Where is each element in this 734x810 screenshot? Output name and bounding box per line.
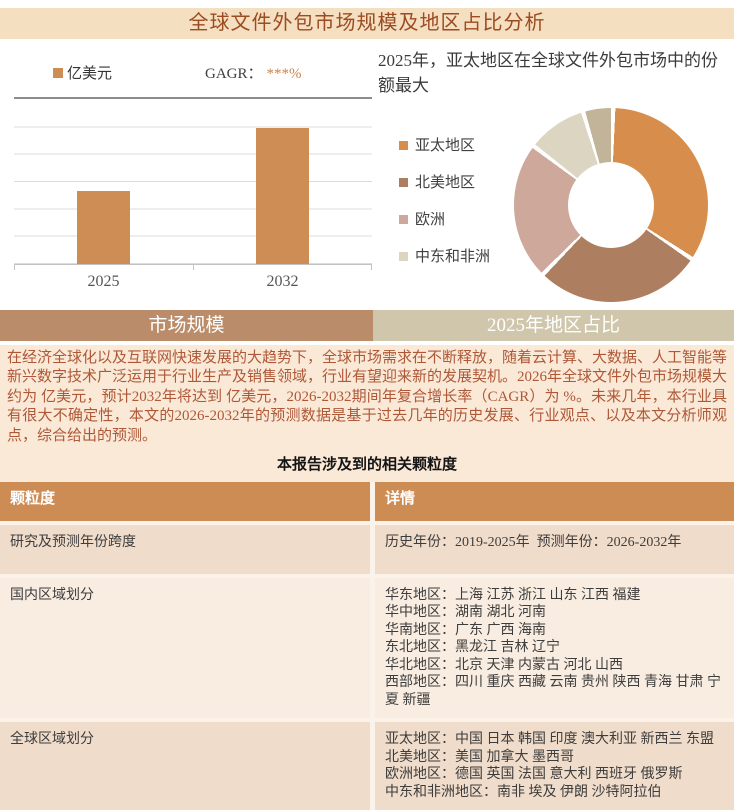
axis-tick [371, 265, 372, 270]
legend-swatch-icon [399, 215, 408, 224]
legend-label: 欧洲 [415, 212, 446, 228]
legend-item-apac: 亚太地区 [399, 136, 511, 156]
legend-swatch-icon [399, 141, 408, 150]
table-header-row: 颗粒度 详情 [0, 482, 734, 521]
x-label-2025: 2025 [87, 273, 120, 290]
cagr-annotation: GAGR： ***% [205, 62, 302, 83]
row-detail: 历史年份：2019-2025年 预测年份：2026-2032年 [375, 524, 734, 574]
row-detail: 华东地区：上海 江苏 浙江 山东 江西 福建 华中地区：湖南 湖北 河南 华南地… [375, 577, 734, 719]
section-tabs: 市场规模 2025年地区占比 [0, 310, 734, 341]
report-body: 在经济全球化以及互联网快速发展的大趋势下，全球市场需求在不断释放，随着云计算、大… [0, 345, 734, 810]
bar-x-axis-labels: 2025 2032 [14, 273, 372, 291]
axis-tick [14, 265, 15, 270]
row-detail: 亚太地区：中国 日本 韩国 印度 澳大利亚 新西兰 东盟 北美地区：美国 加拿大… [375, 722, 734, 810]
donut-chart [514, 108, 708, 302]
column-header-detail: 详情 [375, 482, 734, 521]
row-label: 国内区域划分 [0, 577, 370, 719]
bar-2025 [77, 190, 130, 264]
legend-separator-line [14, 97, 372, 99]
donut-chart-title: 2025年，亚太地区在全球文件外包市场中的份额最大 [378, 51, 718, 95]
legend-swatch-icon [399, 252, 408, 261]
row-label: 全球区域划分 [0, 722, 370, 810]
axis-tick [193, 265, 194, 270]
x-label-2032: 2032 [266, 273, 299, 290]
bar-series-swatch-icon [53, 68, 63, 78]
table-row: 国内区域划分 华东地区：上海 江苏 浙江 山东 江西 福建 华中地区：湖南 湖北… [0, 577, 734, 719]
table-row: 全球区域划分 亚太地区：中国 日本 韩国 印度 澳大利亚 新西兰 东盟 北美地区… [0, 722, 734, 810]
donut-legend: 亚太地区 北美地区 欧洲 中东和非洲 [399, 136, 511, 284]
cagr-value: ***% [266, 66, 302, 82]
legend-label: 中东和非洲 [415, 249, 491, 265]
summary-paragraph: 在经济全球化以及互联网快速发展的大趋势下，全球市场需求在不断释放，随着云计算、大… [7, 350, 728, 444]
donut-hole [568, 162, 654, 248]
tab-market-size[interactable]: 市场规模 [0, 310, 373, 341]
legend-label: 北美地区 [415, 175, 476, 191]
page-title: 全球文件外包市场规模及地区占比分析 [0, 8, 734, 39]
bar-chart-legend: 亿美元 GAGR： ***% [53, 62, 373, 82]
cagr-label: GAGR： [205, 66, 263, 82]
table-row: 研究及预测年份跨度 历史年份：2019-2025年 预测年份：2026-2032… [0, 524, 734, 574]
legend-label: 亚太地区 [415, 138, 476, 154]
row-label: 研究及预测年份跨度 [0, 524, 370, 574]
bar-series-label: 亿美元 [67, 66, 113, 82]
legend-swatch-icon [399, 178, 408, 187]
legend-item-mea: 中东和非洲 [399, 247, 511, 267]
granularity-table: 颗粒度 详情 研究及预测年份跨度 历史年份：2019-2025年 预测年份：20… [0, 482, 734, 810]
column-header-granularity: 颗粒度 [0, 482, 370, 521]
tab-region-share[interactable]: 2025年地区占比 [373, 310, 734, 341]
legend-item-north-america: 北美地区 [399, 173, 511, 193]
bar-plot-area [14, 101, 372, 270]
bar-2032 [256, 128, 309, 264]
table-title: 本报告涉及到的相关颗粒度 [276, 456, 457, 474]
legend-item-europe: 欧洲 [399, 210, 511, 230]
